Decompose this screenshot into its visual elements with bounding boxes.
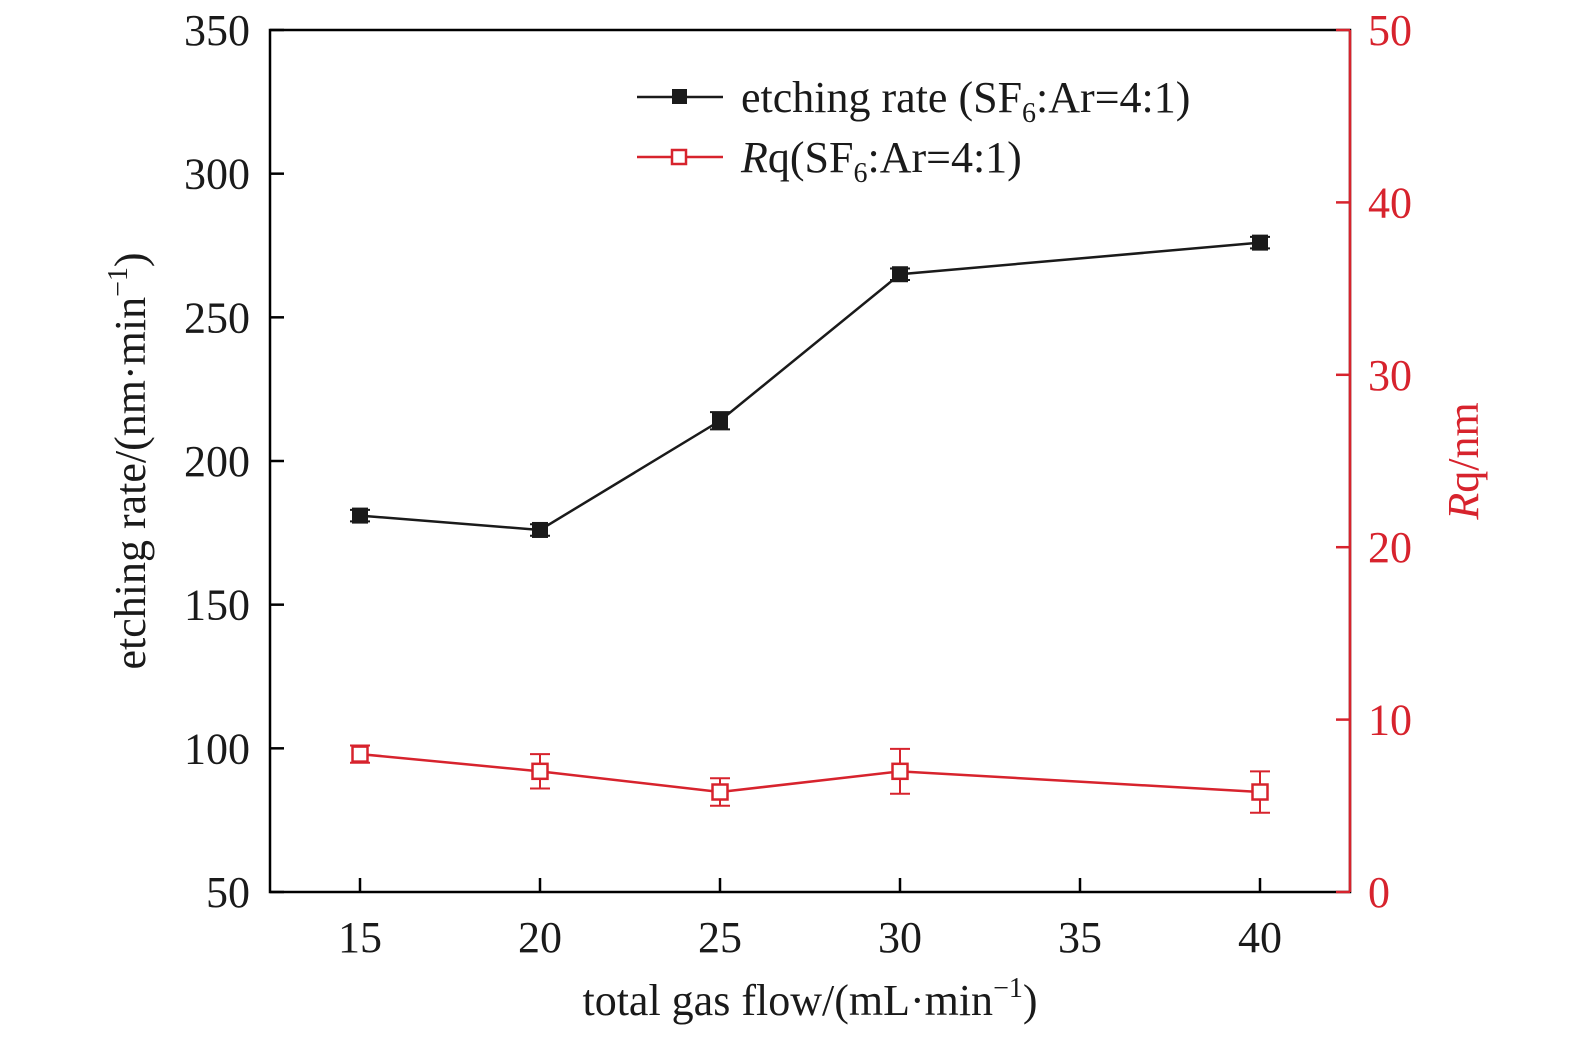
- legend-entry-etching-rate: etching rate (SF6:Ar=4:1): [637, 73, 1190, 129]
- right-y-tick-label: 30: [1368, 351, 1412, 400]
- legend: etching rate (SF6:Ar=4:1) Rq(SF6:Ar=4:1): [637, 73, 1190, 189]
- data-point: [531, 762, 549, 781]
- x-tick-label: 35: [1058, 913, 1102, 962]
- data-point: [1252, 234, 1268, 251]
- right-y-tick-label: 40: [1368, 178, 1412, 227]
- right-y-tick-label: 50: [1368, 6, 1412, 55]
- x-tick-label: 40: [1238, 913, 1282, 962]
- left-y-tick-label: 200: [184, 437, 250, 486]
- x-tick-label: 25: [698, 913, 742, 962]
- series-line: [359, 752, 1261, 794]
- legend-label-rq: Rq(SF6:Ar=4:1): [740, 133, 1022, 189]
- series-layer: [350, 234, 1270, 814]
- left-y-tick-label: 350: [184, 6, 250, 55]
- data-point: [891, 762, 909, 781]
- left-y-tick-label: 100: [184, 724, 250, 773]
- legend-marker-open-square: [670, 148, 688, 166]
- left-y-axis-title: etching rate/(nm·min−1): [103, 252, 155, 669]
- x-axis-title: total gas flow/(mL·min−1): [582, 973, 1037, 1025]
- left-y-tick-label: 150: [184, 581, 250, 630]
- right-y-tick-label: 0: [1368, 868, 1390, 917]
- right-y-tick-label: 20: [1368, 523, 1412, 572]
- series-etching-rate: [350, 234, 1270, 538]
- x-tick-label: 15: [338, 913, 382, 962]
- left-y-tick-label: 50: [206, 868, 250, 917]
- series-rq: [350, 744, 1270, 814]
- x-tick-label: 20: [518, 913, 562, 962]
- data-point: [892, 266, 908, 283]
- left-y-tick-label: 300: [184, 150, 250, 199]
- x-axis-ticks: 15 20 25 30 35 40: [338, 878, 1282, 962]
- right-y-axis-ticks: 0 10 20 30 40 50: [1336, 6, 1412, 917]
- right-y-axis-title: Rq/nm: [1439, 402, 1488, 520]
- data-point: [711, 783, 729, 801]
- data-point: [712, 412, 728, 429]
- legend-label-etching-rate: etching rate (SF6:Ar=4:1): [741, 73, 1190, 129]
- series-line: [359, 241, 1261, 532]
- x-tick-label: 30: [878, 913, 922, 962]
- left-y-axis-ticks: 50 100 150 200 250 300 350: [184, 6, 284, 917]
- data-point: [351, 745, 369, 763]
- left-y-tick-label: 250: [184, 293, 250, 342]
- data-point: [352, 507, 368, 524]
- legend-marker-filled-square: [672, 89, 687, 104]
- data-point: [532, 521, 548, 538]
- data-point: [1251, 783, 1269, 801]
- legend-entry-rq: Rq(SF6:Ar=4:1): [637, 133, 1022, 189]
- right-y-tick-label: 10: [1368, 696, 1412, 745]
